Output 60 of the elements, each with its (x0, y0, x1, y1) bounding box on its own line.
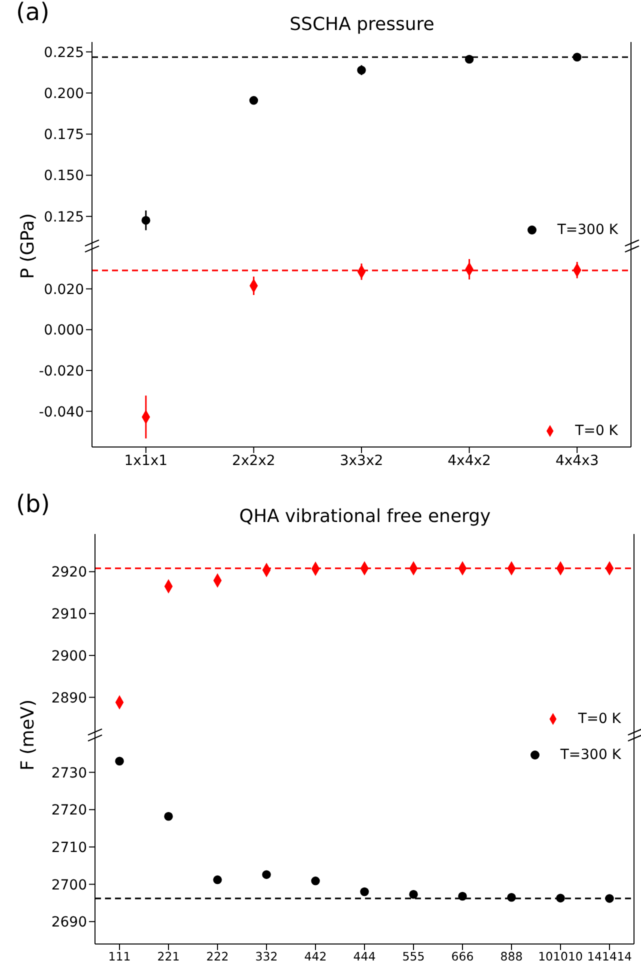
y-tick-label: 0.000 (44, 322, 84, 339)
y-tick-label: 2920 (51, 564, 87, 581)
x-tick-label: 2x2x2 (232, 452, 276, 469)
y-tick-label: 0.200 (44, 86, 84, 102)
chart-title: SSCHA pressure (288, 14, 436, 35)
point (142, 216, 150, 225)
x-tick-label: 442 (304, 949, 327, 963)
point (357, 66, 366, 74)
x-tick-label: 4x4x3 (555, 452, 599, 469)
point (164, 812, 173, 821)
y-tick-label: 2890 (51, 690, 87, 706)
x-tick-label: 3x3x2 (340, 452, 384, 469)
legend-label: T=0 K (578, 711, 621, 727)
x-tick-label: 101010 (538, 949, 583, 963)
point (249, 96, 258, 105)
x-tick-label: 332 (255, 949, 278, 963)
x-tick-label: 1x1x1 (124, 452, 168, 469)
y-tick-label: 2720 (51, 802, 87, 819)
point (572, 52, 582, 62)
legend-label: T=0 K (575, 423, 618, 439)
y-axis-title: F (meV) (18, 699, 38, 771)
point (464, 54, 474, 64)
y-tick-label: 2690 (51, 914, 87, 931)
x-tick-label: 141414 (587, 949, 632, 963)
y-axis-title: P (GPa) (18, 213, 38, 279)
x-tick-label: 444 (353, 949, 376, 963)
point (262, 870, 271, 879)
point (458, 892, 467, 901)
y-tick-label: 2700 (51, 877, 87, 894)
point (311, 876, 320, 886)
y-tick-label: 0.125 (44, 209, 84, 226)
legend-label: T=300 K (557, 222, 618, 238)
y-tick-label: -0.040 (38, 404, 84, 420)
y-tick-label: 2730 (51, 765, 87, 782)
point (409, 890, 418, 899)
y-tick-label: 2900 (51, 648, 87, 664)
x-tick-label: 111 (108, 949, 131, 963)
y-tick-label: 0.150 (44, 168, 84, 184)
text: (a) (16, 0, 50, 26)
y-tick-label: 0.225 (44, 44, 84, 61)
x-tick-label: 555 (402, 949, 425, 963)
point (360, 887, 369, 896)
x-tick-label: 222 (206, 949, 229, 963)
y-tick-label: 2910 (51, 606, 87, 623)
point (605, 894, 614, 903)
y-tick-label: 2710 (51, 840, 87, 856)
x-tick-label: 4x4x2 (448, 452, 491, 469)
x-tick-label: 221 (157, 949, 180, 963)
y-tick-label: -0.020 (38, 363, 84, 380)
chart-title: QHA vibrational free energy (238, 506, 492, 527)
point (115, 756, 124, 766)
x-tick-label: 888 (500, 949, 523, 963)
legend-label: T=300 K (560, 747, 621, 763)
x-tick-label: 666 (451, 949, 474, 963)
y-tick-label: 0.020 (44, 282, 84, 298)
point (556, 894, 565, 902)
text: (b) (16, 490, 50, 518)
point (507, 892, 516, 902)
y-tick-label: 0.175 (44, 127, 84, 144)
point (213, 875, 222, 884)
